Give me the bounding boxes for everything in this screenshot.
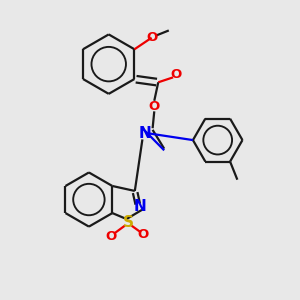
Text: O: O [171, 68, 182, 80]
Text: O: O [105, 230, 117, 243]
Text: O: O [137, 228, 149, 242]
Text: O: O [148, 100, 160, 112]
Text: N: N [139, 126, 152, 141]
Text: N: N [134, 199, 147, 214]
Text: S: S [123, 215, 134, 230]
Text: O: O [147, 31, 158, 44]
